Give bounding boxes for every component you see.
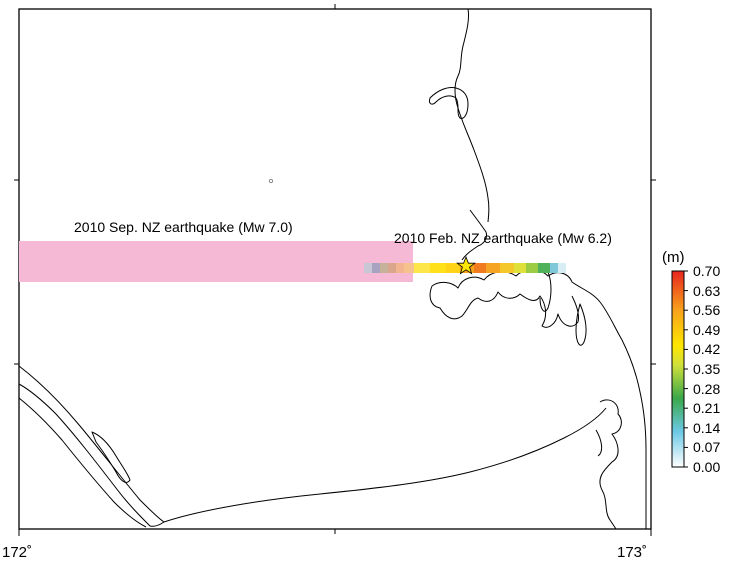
- feb-quake-label: 2010 Feb. NZ earthquake (Mw 6.2): [394, 230, 612, 246]
- coastline-canterbury-bight: [163, 407, 607, 523]
- small-island-marker: [268, 178, 273, 183]
- coastline-lake-forsyth: [91, 431, 131, 483]
- x-tick-label-172: 172˚: [2, 544, 33, 561]
- colorbar-tick-label: 0.70: [693, 263, 721, 279]
- x-tick-label-173: 173˚: [617, 544, 648, 561]
- colorbar: [671, 270, 685, 468]
- sep-quake-label: 2010 Sep. NZ earthquake (Mw 7.0): [74, 219, 293, 235]
- colorbar-tick-label: 0.21: [693, 400, 721, 416]
- colorbar-tick-label: 0.07: [693, 439, 721, 455]
- colorbar-tick-label: 0.28: [693, 381, 721, 397]
- colorbar-ticks: [684, 270, 688, 468]
- coastline-banks-peninsula: [429, 269, 647, 529]
- colorbar-tick-label: 0.42: [693, 341, 721, 357]
- star-icon: [456, 255, 476, 275]
- colorbar-tick-label: 0.35: [693, 361, 721, 377]
- colorbar-tick-label: 0.14: [693, 420, 721, 436]
- colorbar-unit-label: (m): [662, 249, 685, 266]
- frame-ticks: [14, 4, 656, 536]
- feb-fault-slip-strip: [364, 263, 566, 273]
- coastline-lake-ellesmere-inner: [18, 397, 147, 528]
- coastline-harbour-inner: [539, 271, 552, 312]
- sep-fault-rectangle: [19, 241, 413, 282]
- coastline-estuary: [461, 209, 487, 261]
- coastline-lake-ellesmere: [18, 365, 165, 527]
- colorbar-tick-label: 0.00: [693, 459, 721, 475]
- coastline: [18, 8, 647, 530]
- coastline-lagoon: [429, 87, 469, 119]
- coastline-east-bays: [595, 399, 622, 530]
- colorbar-tick-label: 0.56: [693, 302, 721, 318]
- colorbar-tick-label: 0.49: [693, 322, 721, 338]
- colorbar-tick-label: 0.63: [693, 283, 721, 299]
- coastline-akaroa: [575, 303, 587, 346]
